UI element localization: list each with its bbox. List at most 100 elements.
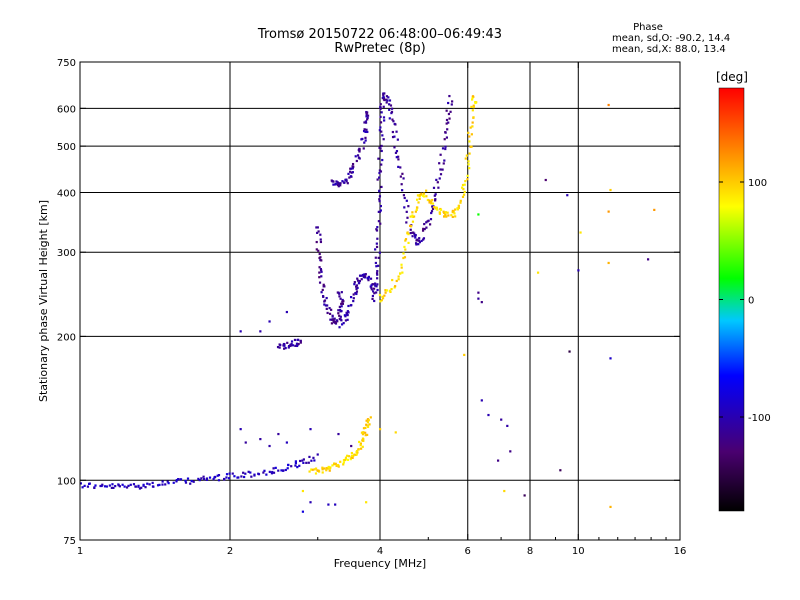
- echo-point: [339, 315, 342, 318]
- echo-point: [444, 211, 447, 214]
- echo-point: [284, 346, 287, 350]
- echo-point: [391, 118, 394, 121]
- echo-point: [425, 226, 428, 229]
- echo-point: [277, 432, 280, 436]
- echo-point: [363, 128, 366, 131]
- echo-point: [161, 480, 164, 483]
- echo-point: [282, 469, 285, 472]
- echo-point: [444, 131, 447, 134]
- echo-point: [167, 482, 170, 485]
- echo-point: [231, 472, 234, 475]
- echo-point: [350, 454, 354, 457]
- echo-point: [361, 445, 364, 448]
- echo-point: [363, 121, 366, 124]
- echo-point: [384, 289, 387, 292]
- echo-point: [381, 158, 384, 162]
- echo-point: [186, 477, 190, 480]
- echo-point: [423, 227, 426, 231]
- echo-point: [439, 153, 442, 156]
- echo-point: [340, 291, 343, 294]
- echo-point: [380, 163, 383, 166]
- echo-point: [375, 285, 378, 288]
- echo-point: [138, 487, 142, 490]
- echo-point: [462, 193, 466, 196]
- echo-point: [382, 98, 386, 101]
- echo-point: [378, 195, 382, 198]
- echo-point: [376, 178, 379, 181]
- echo-point: [355, 453, 358, 456]
- echo-point: [379, 103, 382, 106]
- echo-point: [366, 118, 369, 121]
- echo-point: [320, 275, 323, 278]
- echo-point: [474, 101, 477, 105]
- echo-point: [459, 201, 462, 204]
- echo-point: [352, 297, 355, 300]
- echo-point: [296, 338, 299, 342]
- echo-point: [429, 218, 433, 221]
- echo-point: [146, 482, 149, 485]
- echo-point: [364, 120, 367, 123]
- echo-point: [428, 199, 431, 202]
- echo-point: [404, 248, 407, 251]
- echo-point: [433, 194, 436, 197]
- echo-point: [442, 162, 445, 165]
- echo-point: [379, 115, 382, 118]
- echo-point: [379, 106, 382, 109]
- y-tick-label: 500: [57, 142, 76, 153]
- echo-point: [451, 100, 454, 103]
- echo-point: [312, 456, 315, 459]
- x-tick-label: 4: [377, 546, 383, 557]
- echo-point: [311, 468, 314, 471]
- echo-point: [378, 146, 381, 149]
- echo-point: [345, 179, 348, 182]
- echo-point: [353, 453, 356, 456]
- echo-point: [346, 310, 349, 313]
- echo-point: [409, 232, 412, 235]
- echo-point: [347, 172, 350, 175]
- echo-point: [327, 465, 330, 469]
- chart-subtitle: RwPretec (8p): [334, 41, 426, 56]
- colorbar-tick-label: 0: [748, 296, 754, 307]
- echo-point: [380, 130, 383, 133]
- echo-point: [394, 285, 397, 288]
- echo-point: [302, 461, 305, 465]
- echo-point: [351, 167, 354, 170]
- echo-point: [472, 106, 475, 109]
- echo-point: [341, 302, 345, 305]
- echo-point: [388, 103, 391, 106]
- echo-point: [338, 295, 341, 298]
- echo-point: [125, 486, 129, 489]
- echo-point: [356, 286, 359, 290]
- echo-point: [322, 283, 325, 286]
- echo-point: [356, 154, 360, 157]
- echo-point: [265, 473, 268, 476]
- echo-point: [362, 129, 366, 133]
- echo-point: [324, 304, 328, 307]
- echo-point: [329, 318, 332, 321]
- echo-point: [356, 277, 359, 280]
- echo-point: [365, 113, 368, 116]
- echo-point: [355, 285, 358, 288]
- echo-point: [202, 475, 205, 478]
- echo-point: [114, 485, 117, 488]
- echo-point: [431, 198, 434, 202]
- echo-point: [331, 180, 334, 183]
- echo-point: [330, 322, 334, 325]
- echo-point: [609, 505, 612, 509]
- echo-point: [402, 256, 405, 260]
- echo-point: [343, 181, 346, 184]
- echo-point: [390, 107, 394, 110]
- echo-point: [411, 215, 415, 218]
- echo-point: [418, 197, 421, 200]
- echo-point: [401, 189, 404, 192]
- echo-point: [395, 130, 398, 133]
- echo-point: [377, 157, 380, 160]
- echo-point: [366, 424, 369, 427]
- echo-point: [355, 449, 359, 453]
- echo-point: [423, 222, 426, 226]
- echo-point: [422, 237, 426, 240]
- phase-stats-title: Phase: [633, 22, 663, 33]
- echo-point: [409, 224, 412, 227]
- echo-point: [471, 98, 474, 101]
- echo-point: [376, 273, 379, 276]
